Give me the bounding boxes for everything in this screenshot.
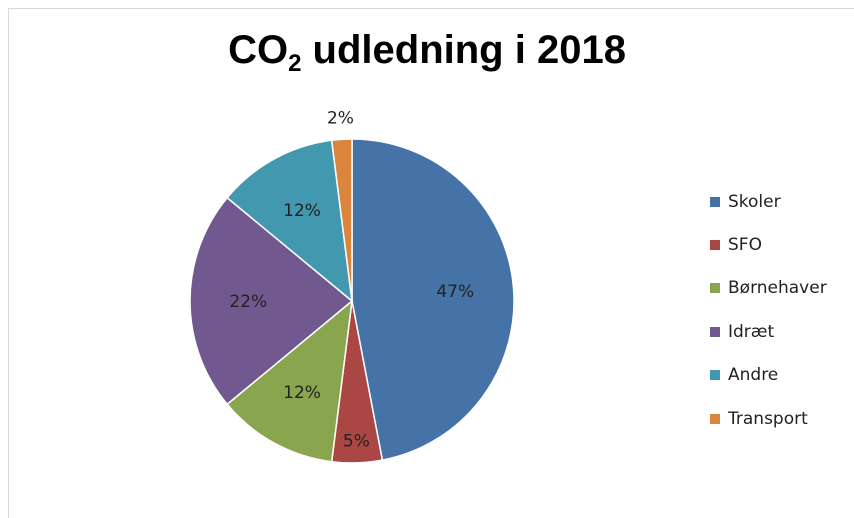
legend-item-sfo: SFO (710, 223, 827, 266)
legend-label: Skoler (728, 191, 781, 212)
legend-item-transport: Transport (710, 397, 827, 440)
data-label-transport: 2% (327, 108, 354, 128)
chart-title: CO2 udledning i 2018 (228, 28, 626, 77)
legend-label: Børnehaver (728, 278, 827, 299)
legend-label: Andre (728, 365, 779, 386)
chart-legend: Skoler SFO Børnehaver Idræt Andre Transport (710, 180, 827, 440)
pie-slice-skoler (351, 138, 515, 462)
pie-slice-børnehaver (226, 299, 353, 463)
legend-item-idræt: Idræt (710, 310, 827, 353)
pie-slice-idræt (189, 196, 354, 406)
legend-swatch (710, 413, 720, 424)
data-label-skoler: 47% (436, 282, 474, 302)
data-label-andre: 12% (283, 201, 321, 221)
legend-swatch (710, 196, 720, 207)
legend-item-børnehaver: Børnehaver (710, 267, 827, 310)
pie-slice-transport (330, 138, 353, 302)
legend-label: Transport (728, 408, 808, 429)
legend-label: SFO (728, 235, 762, 256)
legend-swatch (710, 326, 720, 337)
pie-slice-andre (226, 139, 353, 303)
legend-swatch (710, 283, 720, 294)
legend-swatch (710, 240, 720, 251)
legend-item-andre: Andre (710, 354, 827, 397)
legend-item-skoler: Skoler (710, 180, 827, 223)
legend-swatch (710, 370, 720, 381)
data-label-børnehaver: 12% (283, 383, 321, 403)
data-label-idræt: 22% (229, 292, 267, 312)
chart-frame (8, 8, 854, 518)
legend-label: Idræt (728, 321, 775, 342)
data-label-sfo: 5% (343, 431, 370, 451)
